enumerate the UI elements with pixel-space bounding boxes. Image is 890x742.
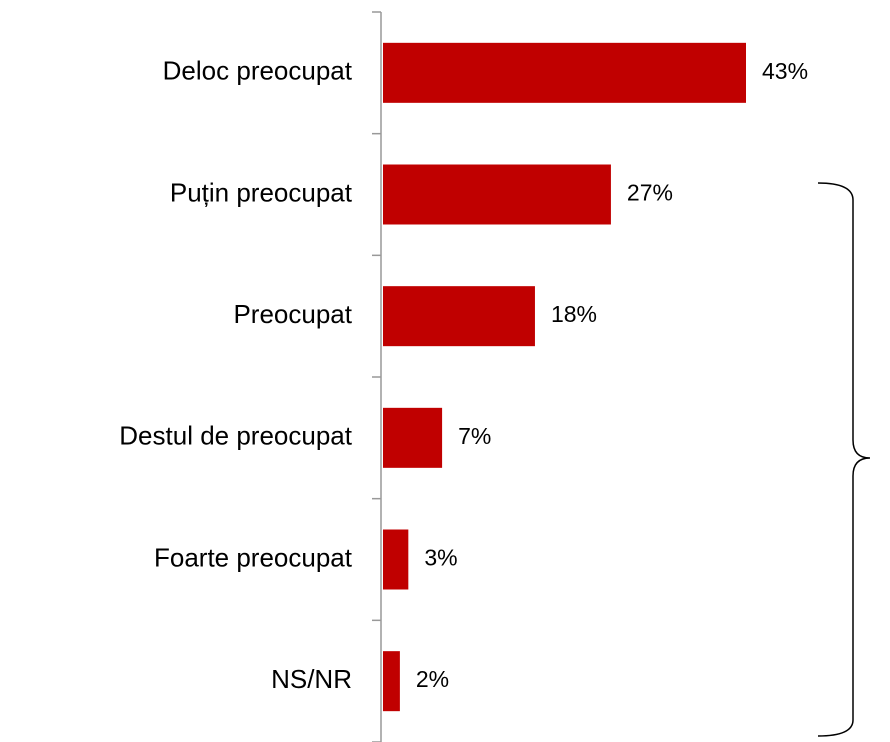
bar (383, 164, 611, 225)
category-label: Destul de preocupat (119, 421, 352, 451)
value-label: 27% (627, 180, 673, 206)
value-label: 3% (424, 545, 457, 571)
bar (383, 42, 746, 103)
category-label: NS/NR (271, 664, 352, 694)
category-label: Deloc preocupat (163, 56, 353, 86)
bar (383, 286, 535, 347)
bar (383, 407, 443, 468)
value-label: 7% (458, 423, 491, 449)
bracket (817, 182, 871, 737)
category-label: Puțin preocupat (170, 177, 353, 207)
value-label: 43% (762, 58, 808, 84)
bar (383, 651, 400, 712)
category-label: Preocupat (233, 299, 352, 329)
value-label: 2% (416, 666, 449, 692)
bar (383, 529, 409, 590)
category-label: Foarte preocupat (154, 542, 353, 572)
value-label: 18% (551, 301, 597, 327)
